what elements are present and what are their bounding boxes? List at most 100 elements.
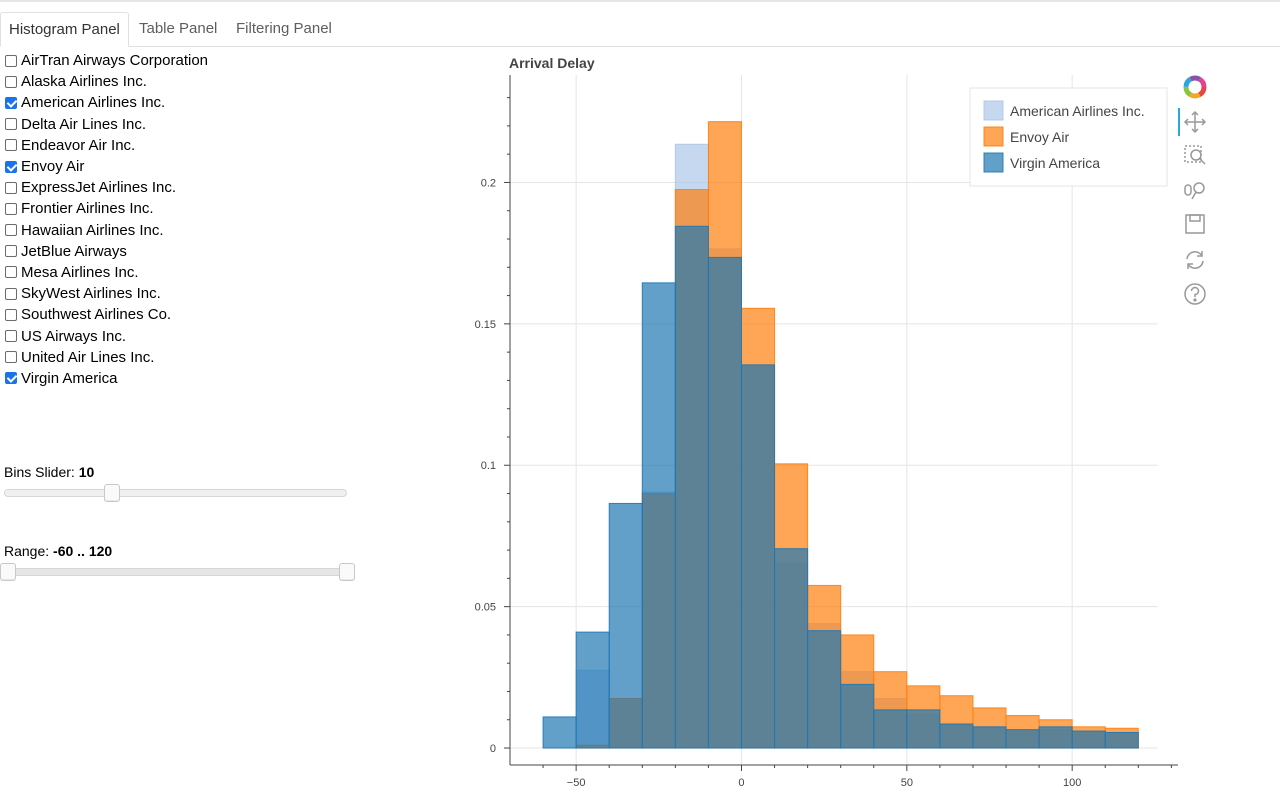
histogram-plot[interactable]: −50 0 50 100 0 0.05 0.1 0.15 0.2 American Airline… (440, 60, 1180, 800)
airline-label: United Air Lines Inc. (21, 348, 155, 366)
range-slider-title: Range: (4, 543, 54, 559)
airline-checkbox[interactable] (5, 287, 17, 300)
histogram-bar (807, 630, 842, 749)
legend-swatch (983, 126, 1004, 147)
airline-label: American Airlines Inc. (21, 94, 166, 112)
help-icon[interactable] (1182, 281, 1208, 307)
airline-label: Mesa Airlines Inc. (21, 263, 139, 281)
legend-swatch (983, 100, 1004, 121)
airline-option[interactable]: United Air Lines Inc. (4, 347, 304, 368)
airline-label: SkyWest Airlines Inc. (21, 285, 161, 303)
airline-label: Frontier Airlines Inc. (21, 200, 154, 218)
range-slider-value: -60 .. 120 (53, 543, 113, 559)
airline-label: Alaska Airlines Inc. (21, 73, 147, 91)
airline-option[interactable]: AirTran Airways Corporation (4, 50, 304, 71)
airline-checkbox[interactable] (5, 245, 17, 258)
histogram-bar (707, 256, 742, 749)
wheel-zoom-icon[interactable] (1182, 177, 1208, 203)
tab-histogram-panel[interactable]: Histogram Panel (0, 12, 129, 47)
histogram-bar (542, 716, 577, 749)
airline-option[interactable]: ExpressJet Airlines Inc. (4, 177, 304, 198)
airline-option[interactable]: Envoy Air (4, 156, 304, 177)
airline-label: US Airways Inc. (21, 327, 127, 345)
airline-option[interactable]: American Airlines Inc. (4, 92, 304, 113)
pan-icon[interactable] (1182, 109, 1208, 135)
histogram-bar (1104, 731, 1139, 749)
airline-label: Hawaiian Airlines Inc. (21, 221, 164, 239)
airline-option[interactable]: Alaska Airlines Inc. (4, 71, 304, 92)
histogram-bar (1071, 730, 1106, 749)
airline-checkbox[interactable] (5, 351, 17, 364)
bins-slider-title: Bins Slider: (4, 464, 79, 480)
airline-option[interactable]: Virgin America (4, 368, 304, 389)
airline-option[interactable]: Frontier Airlines Inc. (4, 198, 304, 219)
tab-bar: Histogram Panel Table Panel Filtering Pa… (0, 12, 1280, 47)
active-tool-indicator (1178, 108, 1180, 136)
legend-label: Virgin America (1010, 155, 1100, 171)
histogram-bar (608, 502, 643, 749)
histogram-bar (873, 709, 908, 749)
range-slider-high-handle[interactable] (339, 563, 355, 581)
airline-checkbox[interactable] (5, 75, 17, 88)
airline-option[interactable]: Southwest Airlines Co. (4, 304, 304, 325)
airline-option[interactable]: Hawaiian Airlines Inc. (4, 220, 304, 241)
box-zoom-icon[interactable] (1182, 143, 1208, 169)
histogram-bar (939, 723, 974, 749)
range-slider-low-handle[interactable] (0, 563, 16, 581)
airline-option[interactable]: Endeavor Air Inc. (4, 135, 304, 156)
airline-checkbox[interactable] (5, 96, 17, 109)
airline-checkbox[interactable] (5, 160, 17, 173)
histogram-bar (1038, 726, 1073, 749)
airline-checkbox[interactable] (5, 372, 17, 385)
y-tick-label: 0.1 (481, 460, 496, 472)
top-border (0, 0, 1280, 2)
histogram-bar (641, 282, 676, 749)
airline-option[interactable]: SkyWest Airlines Inc. (4, 283, 304, 304)
airline-checkbox[interactable] (5, 308, 17, 321)
airline-checkbox[interactable] (5, 266, 17, 279)
airline-label: ExpressJet Airlines Inc. (21, 179, 177, 197)
airline-option[interactable]: Mesa Airlines Inc. (4, 262, 304, 283)
airline-label: Endeavor Air Inc. (21, 136, 136, 154)
airline-label: Virgin America (21, 369, 118, 387)
legend-label: American Airlines Inc. (1010, 103, 1145, 119)
histogram-bar (906, 709, 941, 749)
airline-checkbox[interactable] (5, 330, 17, 343)
airline-label: JetBlue Airways (21, 242, 127, 260)
airline-label: AirTran Airways Corporation (21, 52, 209, 70)
tab-filtering-panel[interactable]: Filtering Panel (236, 20, 332, 37)
x-tick-label: 50 (901, 777, 913, 789)
save-icon[interactable] (1182, 211, 1208, 237)
x-tick-label: 0 (738, 777, 744, 789)
airline-checkbox[interactable] (5, 54, 17, 67)
airline-checkbox[interactable] (5, 202, 17, 215)
airline-label: Delta Air Lines Inc. (21, 115, 147, 133)
legend-swatch (983, 152, 1004, 173)
bins-slider-handle[interactable] (104, 484, 121, 502)
airline-option[interactable]: JetBlue Airways (4, 241, 304, 262)
airline-checkbox[interactable] (5, 181, 17, 194)
chart-title: Arrival Delay (509, 55, 595, 71)
airline-label: Envoy Air (21, 158, 85, 176)
airline-label: Southwest Airlines Co. (21, 306, 172, 324)
histogram-bar (1005, 729, 1040, 749)
y-tick-label: 0.2 (481, 177, 496, 189)
y-tick-label: 0 (490, 743, 496, 755)
airline-option[interactable]: Delta Air Lines Inc. (4, 114, 304, 135)
range-slider-label: Range: -60 .. 120 (4, 543, 112, 559)
reset-icon[interactable] (1182, 247, 1208, 273)
airline-checkbox-group: AirTran Airways Corporation Alaska Airlin… (4, 50, 304, 389)
histogram-bar (674, 225, 709, 749)
range-slider-track[interactable] (4, 568, 354, 576)
tab-table-panel[interactable]: Table Panel (139, 20, 218, 37)
bins-slider-label: Bins Slider: 10 (4, 464, 94, 480)
legend-label: Envoy Air (1010, 129, 1069, 145)
airline-checkbox[interactable] (5, 224, 17, 237)
airline-option[interactable]: US Airways Inc. (4, 325, 304, 346)
x-tick-label: 100 (1063, 777, 1081, 789)
bokeh-logo-icon[interactable] (1182, 74, 1208, 100)
airline-checkbox[interactable] (5, 139, 17, 152)
bins-slider-track[interactable] (4, 489, 347, 497)
airline-checkbox[interactable] (5, 118, 17, 131)
